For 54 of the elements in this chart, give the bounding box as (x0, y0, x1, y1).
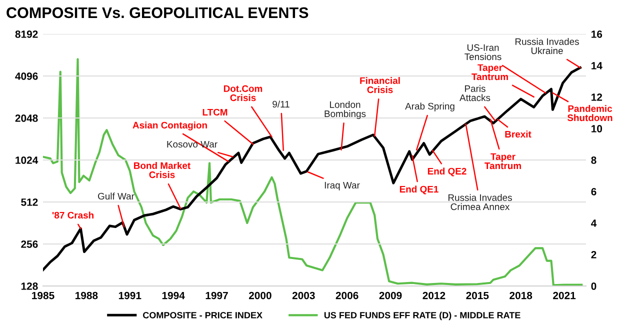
annotation: Russia Invades Crimea Annex (448, 194, 512, 210)
x-tick-label: 1994 (162, 292, 185, 300)
annotation: Financial Crisis (360, 77, 400, 94)
y-tick-label: 1024 (16, 156, 38, 164)
y2-tick-label: 16 (592, 30, 602, 38)
annotation: End QE1 (400, 186, 438, 194)
x-tick-label: 2009 (379, 292, 402, 300)
x-tick-label: 1991 (118, 292, 142, 300)
y-tick-label: 128 (21, 282, 38, 290)
y-tick-label: 2048 (15, 114, 38, 122)
y2-tick-label: 4 (591, 220, 597, 227)
y2-tick-label: 8 (591, 156, 596, 164)
annotation: End QE2 (428, 168, 466, 176)
annotation: Pandemic Shutdown (567, 105, 612, 122)
annotation: Bond Market Crisis (134, 162, 190, 178)
y-tick-label: 512 (21, 198, 38, 206)
annotation: Paris Attacks (460, 85, 490, 102)
y-tick-label: 256 (21, 240, 38, 248)
annotation: London Bombings (324, 101, 366, 119)
annotation: Iraq War (324, 182, 360, 190)
x-tick-label: 2003 (292, 292, 315, 300)
annotation: Kosovo War (167, 140, 218, 148)
legend-label: COMPOSITE - PRICE INDEX (143, 312, 262, 318)
annotation: Gulf War (98, 192, 134, 200)
y-tick-label: 4096 (15, 72, 38, 80)
x-tick-label: 1985 (32, 292, 54, 300)
annotation: Taper Tantrum (472, 64, 508, 80)
legend-label: US FED FUNDS EFF RATE (D) - MIDDLE RATE (324, 312, 520, 320)
x-tick-label: 2006 (336, 292, 358, 300)
annotation: Asian Contagion (132, 122, 207, 130)
y2-tick-label: 0 (591, 282, 596, 290)
y-tick-label: 8192 (15, 30, 38, 38)
annotation: Brexit (505, 130, 532, 138)
x-tick-label: 2018 (510, 292, 532, 300)
annotation: LTCM (202, 108, 228, 116)
chart-title: COMPOSITE Vs. GEOPOLITICAL EVENTS (6, 7, 308, 18)
annotation: Dot.Com Crisis (224, 85, 262, 102)
y2-tick-label: 12 (592, 94, 602, 101)
x-tick-label: 1997 (206, 292, 228, 300)
annotation: US-Iran Tensions (464, 44, 502, 60)
y2-tick-label: 2 (591, 251, 596, 258)
annotation: Taper Tantrum (484, 153, 521, 170)
y2-tick-label: 10 (592, 125, 602, 132)
x-tick-label: 2000 (248, 292, 272, 300)
annotation: 9/11 (272, 100, 290, 108)
annotation: Arab Spring (405, 102, 454, 112)
x-tick-label: 2015 (466, 292, 489, 300)
annotation: '87 Crash (52, 212, 94, 219)
x-tick-label: 2021 (553, 292, 576, 300)
y2-tick-label: 6 (591, 188, 596, 196)
annotation: Russia Invades Ukraine (515, 38, 579, 54)
x-tick-label: 1988 (76, 292, 98, 300)
x-tick-label: 2012 (422, 292, 446, 300)
y2-tick-label: 14 (592, 62, 602, 70)
